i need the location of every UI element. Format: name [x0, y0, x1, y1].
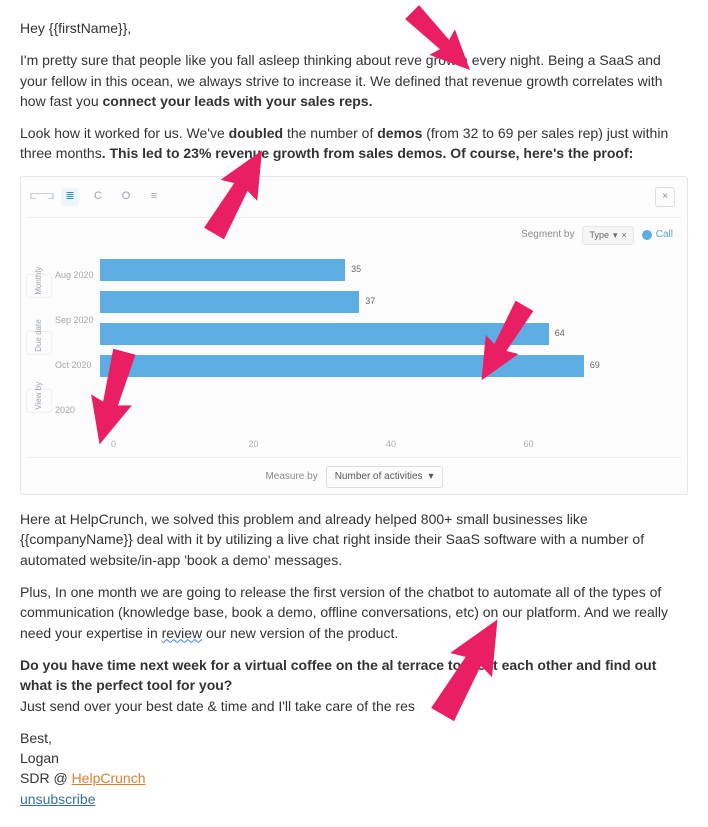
bar-chart-icon[interactable]: ⫍⫎: [33, 188, 51, 206]
signoff-name: Logan: [20, 750, 59, 766]
side-tab-viewby[interactable]: View by: [26, 389, 52, 413]
y-axis-labels: Aug 2020 Sep 2020 Oct 2020 2020: [51, 253, 100, 434]
segment-pill[interactable]: Type ▾ ×: [582, 226, 633, 245]
paragraph-2: Look how it worked for us. We've doubled…: [20, 123, 688, 164]
signoff-role: SDR @: [20, 770, 72, 786]
p2-d: demos: [377, 125, 422, 141]
chart-container: ⫍⫎ ≣ C O ≡ × Segment by Type ▾ × Call Mo…: [20, 176, 688, 495]
legend-call: Call: [642, 228, 673, 243]
paragraph-1: I'm pretty sure that people like you fal…: [20, 50, 688, 111]
ylabel-2: Oct 2020: [55, 359, 94, 372]
signoff-best: Best,: [20, 730, 52, 746]
measure-select[interactable]: Number of activities ▾: [326, 466, 443, 489]
helpcrunch-link[interactable]: HelpCrunch: [72, 770, 146, 786]
ylabel-0: Aug 2020: [55, 269, 94, 282]
list-icon[interactable]: ≡: [145, 188, 163, 206]
p2-b: doubled: [229, 125, 283, 141]
bar-value-label: 35: [351, 263, 361, 276]
xtick-3: 60: [524, 438, 662, 451]
measure-row: Measure by Number of activities ▾: [27, 457, 681, 489]
bar-value-label: 69: [590, 359, 600, 372]
p1-bold: connect your leads with your sales reps.: [103, 93, 373, 109]
bar: [100, 291, 360, 313]
bar-value-label: 64: [555, 327, 565, 340]
p1-text-a: I'm pretty sure that people like you fal…: [20, 52, 422, 68]
chart-toolbar-left: ⫍⫎ ≣ C O ≡: [33, 188, 163, 206]
x-axis: 0 20 40 60: [27, 438, 681, 451]
xtick-2: 40: [386, 438, 524, 451]
chart-body: Monthly Due date View by Aug 2020 Sep 20…: [27, 249, 681, 434]
xtick-0: 0: [111, 438, 249, 451]
bar: [100, 259, 346, 281]
measure-value: Number of activities: [335, 470, 423, 485]
legend-call-dot-icon: [642, 230, 652, 240]
side-tab-monthly[interactable]: Monthly: [26, 274, 52, 298]
signoff: Best, Logan SDR @ HelpCrunch unsubscribe: [20, 728, 688, 809]
xtick-1: 20: [249, 438, 387, 451]
side-tab-duedate[interactable]: Due date: [26, 331, 52, 355]
ylabel-3: 2020: [55, 404, 94, 417]
side-tabs: Monthly Due date View by: [27, 253, 51, 434]
p2-a: Look how it worked for us. We've: [20, 125, 229, 141]
ylabel-1: Sep 2020: [55, 314, 94, 327]
paragraph-3: Here at HelpCrunch, we solved this probl…: [20, 509, 688, 570]
paragraph-4: Plus, In one month we are going to relea…: [20, 582, 688, 643]
bar-row: 69: [100, 355, 661, 377]
horizontal-bar-icon[interactable]: ≣: [61, 188, 79, 206]
segment-by-label: Segment by: [521, 228, 574, 243]
p4-b: our new version of the product.: [202, 625, 398, 641]
chevron-down-icon: ▾: [613, 229, 618, 242]
p2-c: the number of: [283, 125, 377, 141]
bar-row: 35: [100, 259, 661, 281]
measure-by-label: Measure by: [265, 470, 317, 485]
segment-row: Segment by Type ▾ × Call: [27, 218, 681, 249]
bar: [100, 355, 584, 377]
funnel-c-icon[interactable]: C: [89, 188, 107, 206]
chart-toolbar: ⫍⫎ ≣ C O ≡ ×: [27, 183, 681, 218]
greeting-line: Hey {{firstName}},: [20, 18, 688, 38]
unsubscribe-link[interactable]: unsubscribe: [20, 791, 96, 807]
segment-value: Type: [589, 229, 609, 242]
chevron-down-icon: ▾: [429, 470, 434, 485]
bar-row: 37: [100, 291, 661, 313]
bar: [100, 323, 549, 345]
bar-value-label: 37: [365, 295, 375, 308]
p2-f: . This led to 23% revenue growth from sa…: [102, 145, 634, 161]
p5-bold-a: Do you have time next week for a virtual…: [20, 657, 382, 673]
paragraph-5: Do you have time next week for a virtual…: [20, 655, 688, 716]
segment-remove-icon[interactable]: ×: [622, 229, 627, 242]
bars-area: 35 37 64 69: [100, 253, 681, 434]
p4-review-underline: review: [162, 625, 202, 641]
legend-call-label: Call: [656, 228, 673, 243]
chart-close-button[interactable]: ×: [655, 187, 675, 207]
p5-after: Just send over your best date & time and…: [20, 698, 415, 714]
bar-row: 64: [100, 323, 661, 345]
more-o-icon[interactable]: O: [117, 188, 135, 206]
